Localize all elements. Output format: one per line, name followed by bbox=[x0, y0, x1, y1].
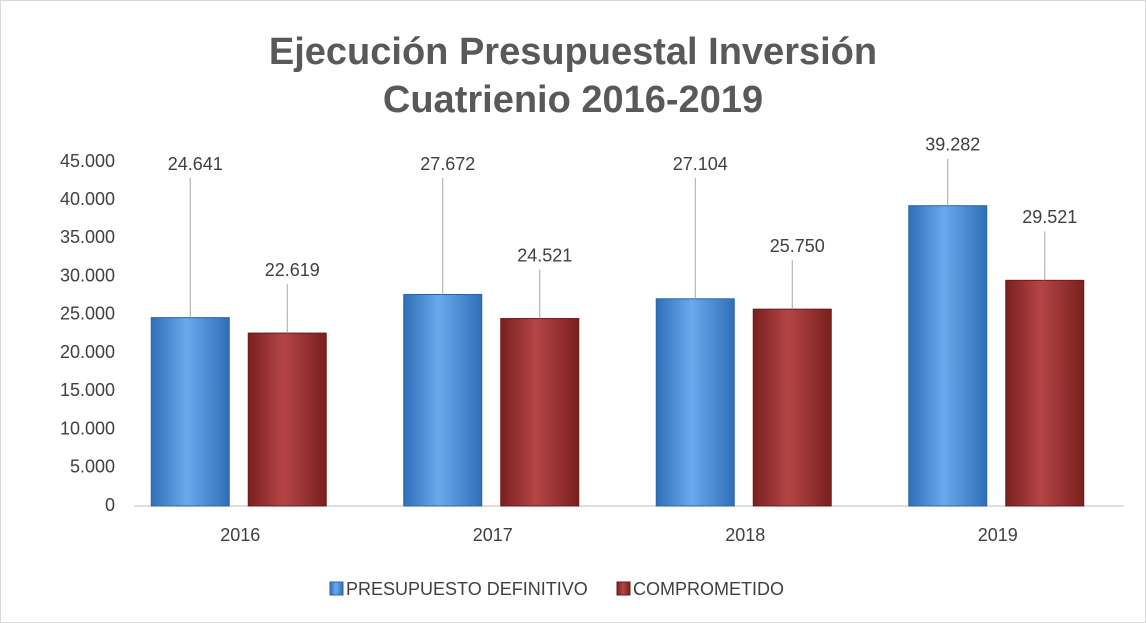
y-tick-label: 35.000 bbox=[60, 227, 115, 247]
y-tick-label: 20.000 bbox=[60, 342, 115, 362]
x-tick-label: 2017 bbox=[473, 525, 513, 545]
data-label: 24.641 bbox=[168, 154, 223, 174]
legend-label: PRESUPUESTO DEFINITIVO bbox=[346, 579, 588, 599]
x-tick-label: 2019 bbox=[978, 525, 1018, 545]
y-tick-label: 5.000 bbox=[70, 457, 115, 477]
bar bbox=[500, 318, 580, 507]
bar bbox=[908, 205, 988, 507]
data-label: 39.282 bbox=[925, 134, 980, 154]
x-tick-label: 2018 bbox=[725, 525, 765, 545]
y-tick-label: 0 bbox=[105, 495, 115, 515]
data-label: 27.672 bbox=[420, 154, 475, 174]
data-label: 25.750 bbox=[770, 236, 825, 256]
data-label: 29.521 bbox=[1022, 207, 1077, 227]
bar bbox=[1005, 279, 1085, 507]
bar bbox=[655, 298, 735, 507]
bar bbox=[150, 317, 230, 507]
chart-title: Ejecución Presupuestal Inversión Cuatrie… bbox=[268, 31, 878, 121]
x-tick-label: 2016 bbox=[220, 525, 260, 545]
y-tick-label: 30.000 bbox=[60, 265, 115, 285]
data-label: 24.521 bbox=[517, 245, 572, 265]
bar bbox=[403, 293, 483, 507]
legend-label: COMPROMETIDO bbox=[633, 579, 784, 599]
y-tick-label: 40.000 bbox=[60, 189, 115, 209]
y-tick-label: 15.000 bbox=[60, 380, 115, 400]
y-tick-label: 45.000 bbox=[60, 151, 115, 171]
legend-swatch bbox=[616, 581, 631, 596]
y-tick-label: 10.000 bbox=[60, 418, 115, 438]
data-label: 22.619 bbox=[265, 260, 320, 280]
y-tick-label: 25.000 bbox=[60, 304, 115, 324]
legend-swatch bbox=[329, 581, 344, 596]
data-label: 27.104 bbox=[673, 154, 728, 174]
bar bbox=[752, 308, 832, 507]
bar bbox=[247, 332, 327, 507]
